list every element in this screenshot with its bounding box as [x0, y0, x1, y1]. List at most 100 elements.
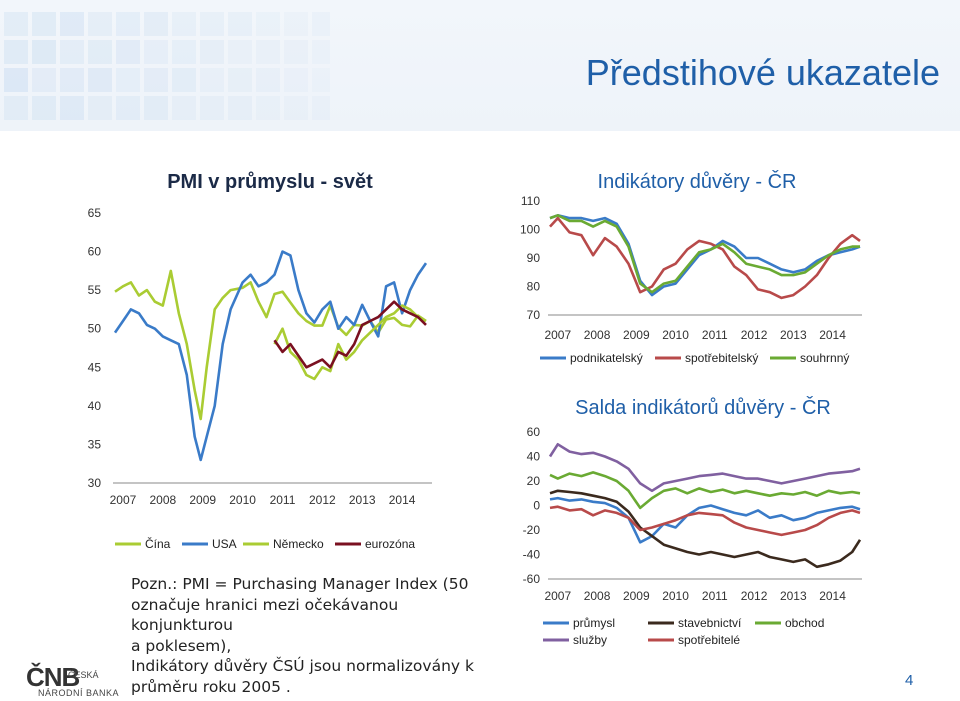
y-tick-label: 60	[527, 425, 541, 439]
header-tile	[4, 40, 28, 64]
header-tile	[32, 96, 56, 120]
header-tile	[200, 40, 224, 64]
y-tick-label: 0	[533, 499, 540, 513]
header-tile	[312, 68, 330, 92]
header-tile	[32, 12, 56, 36]
header-tile	[116, 40, 140, 64]
header-tile	[284, 68, 308, 92]
header-tile	[88, 68, 112, 92]
legend-label: obchod	[785, 616, 824, 630]
y-tick-label: 60	[88, 245, 102, 259]
y-tick-label: 50	[88, 322, 102, 336]
header-tile	[32, 68, 56, 92]
header-tile	[144, 96, 168, 120]
legend-label: spotřebitelský	[685, 351, 758, 365]
series-line	[273, 304, 427, 381]
header-tile	[200, 68, 224, 92]
header-tile	[32, 40, 56, 64]
header-tile	[312, 96, 330, 120]
header-band	[0, 0, 960, 131]
header-tile	[88, 12, 112, 36]
chart-confidence-balances: Salda indikátorů důvěry - ČR 60 40 20 0 -20 -4…	[523, 396, 862, 647]
x-tick-label: 2011	[702, 589, 728, 603]
x-tick-label: 2009	[189, 493, 216, 507]
chart-title: Salda indikátorů důvěry - ČR	[575, 396, 831, 419]
series-line	[273, 300, 427, 369]
header-tile	[4, 68, 28, 92]
legend-label: USA	[212, 537, 237, 551]
header-tile	[116, 12, 140, 36]
legend-label: podnikatelský	[570, 351, 643, 365]
x-tick-label: 2012	[309, 493, 336, 507]
header-tile	[60, 12, 84, 36]
legend-label: spotřebitelé	[678, 633, 740, 647]
footnote-line: označuje hranici mezi očekávanou konjunk…	[131, 595, 399, 635]
header-tile	[284, 12, 308, 36]
x-tick-label: 2007	[544, 589, 571, 603]
y-tick-label: 35	[88, 437, 102, 451]
header-tile	[116, 68, 140, 92]
y-tick-label: 90	[527, 251, 541, 265]
header-tile	[312, 12, 330, 36]
x-tick-label: 2007	[110, 493, 137, 507]
footnote-line: Indikátory důvěry ČSÚ jsou normalizovány…	[131, 657, 474, 675]
header-tile	[228, 68, 252, 92]
header-tile	[4, 96, 28, 120]
header-tile	[116, 96, 140, 120]
header-tile	[172, 12, 196, 36]
series-line	[549, 214, 860, 294]
y-tick-label: 45	[88, 360, 102, 374]
y-tick-label: 20	[527, 474, 541, 488]
header-tile	[88, 40, 112, 64]
header-tile	[284, 40, 308, 64]
header-tile	[60, 96, 84, 120]
x-tick-label: 2012	[741, 589, 768, 603]
x-tick-label: 2010	[662, 589, 689, 603]
header-tile	[60, 40, 84, 64]
header-tile	[88, 96, 112, 120]
y-tick-label: 100	[520, 223, 540, 237]
x-tick-label: 2010	[662, 328, 689, 342]
x-tick-label: 2012	[741, 328, 768, 342]
series-line	[549, 496, 861, 544]
y-tick-label: 55	[88, 283, 102, 297]
header-tile	[4, 12, 28, 36]
x-tick-label: 2009	[623, 589, 650, 603]
y-tick-label: 40	[527, 450, 541, 464]
y-tick-label: -40	[523, 548, 541, 562]
header-tile	[312, 40, 330, 64]
series-line	[549, 505, 861, 537]
x-tick-label: 2011	[270, 493, 296, 507]
x-tick-label: 2014	[819, 328, 846, 342]
x-tick-label: 2011	[702, 328, 728, 342]
cnb-logo-line2: NÁRODNÍ BANKA	[38, 688, 120, 698]
slide-title: Předstihové ukazatele	[585, 52, 940, 93]
y-tick-label: -20	[523, 523, 541, 537]
header-tile	[256, 40, 280, 64]
footnote-line: průměru roku 2005 .	[131, 677, 291, 696]
cnb-logo-line1: ČESKÁ	[68, 670, 99, 680]
header-tile	[144, 40, 168, 64]
header-tile	[200, 12, 224, 36]
header-tile-pattern	[4, 12, 330, 120]
header-tile	[284, 96, 308, 120]
legend-label: Čína	[145, 536, 171, 551]
header-tile	[256, 96, 280, 120]
header-tile	[144, 68, 168, 92]
header-tile	[256, 12, 280, 36]
y-tick-label: 80	[527, 280, 541, 294]
header-tile	[228, 40, 252, 64]
footnote-line: a poklesem),	[131, 636, 232, 655]
x-tick-label: 2008	[584, 589, 611, 603]
header-tile	[172, 68, 196, 92]
chart-title: PMI v průmyslu - svět	[167, 171, 373, 193]
header-tile	[172, 40, 196, 64]
y-tick-label: 30	[88, 476, 102, 490]
x-tick-label: 2013	[349, 493, 376, 507]
header-tile	[228, 12, 252, 36]
legend-label: eurozóna	[365, 537, 415, 551]
header-tile	[172, 96, 196, 120]
y-tick-label: -60	[523, 572, 541, 586]
